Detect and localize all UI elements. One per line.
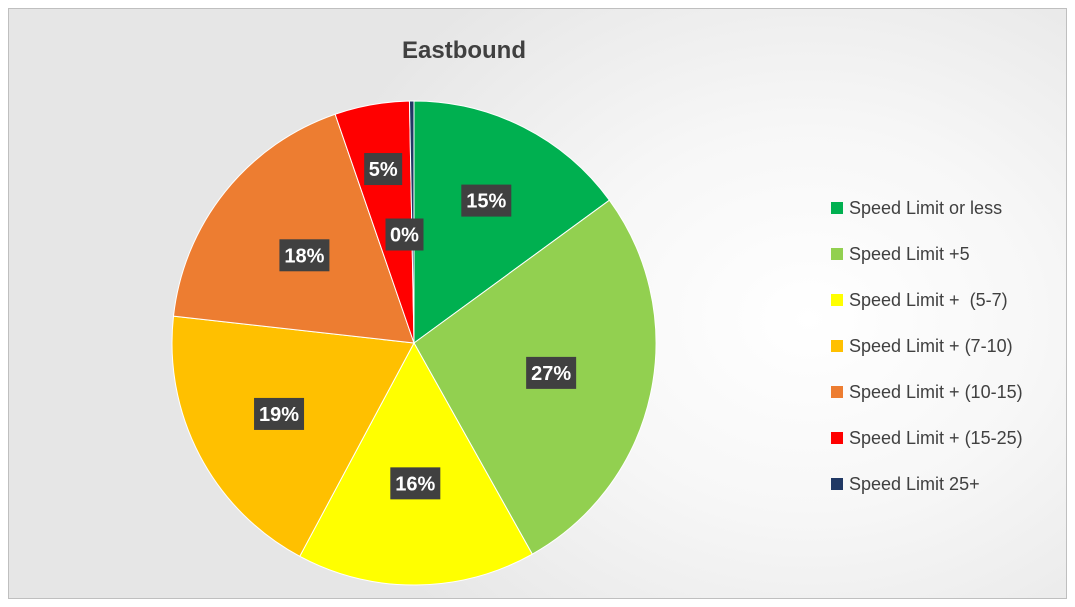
legend-item: Speed Limit + (7-10) <box>831 335 1023 357</box>
data-label-text: 19% <box>259 404 299 426</box>
legend-swatch <box>831 386 843 398</box>
pie-slice-4 <box>171 315 415 558</box>
legend-label: Speed Limit + (7-10) <box>849 335 1013 356</box>
legend: Speed Limit or less Speed Limit +5 Speed L… <box>831 197 1023 519</box>
legend-label: Speed Limit or less <box>849 197 1003 218</box>
data-label-text: 27% <box>531 363 571 385</box>
pie-slice-1 <box>413 100 611 344</box>
legend-label: Speed Limit +5 <box>849 243 970 264</box>
data-label-4: 19% <box>254 397 305 430</box>
legend-swatch <box>831 432 843 444</box>
data-label-5: 18% <box>279 239 330 272</box>
data-label-3: 16% <box>390 467 441 500</box>
data-label-7: 0% <box>385 218 424 251</box>
data-label-box <box>390 467 441 500</box>
data-label-box <box>385 218 424 251</box>
legend-item: Speed Limit + (15-25) <box>831 427 1023 449</box>
legend-item: Speed Limit +5 <box>831 243 1023 265</box>
data-label-text: 5% <box>369 159 398 181</box>
legend-swatch <box>831 294 843 306</box>
pie-chart: 15% 27% 16% 19% 18% 5% 0% <box>171 100 657 586</box>
legend-item: Speed Limit or less <box>831 197 1023 219</box>
chart-title: Eastbound <box>402 37 526 64</box>
legend-label: Speed Limit 25+ <box>849 473 980 494</box>
data-label-2: 27% <box>526 356 577 389</box>
legend-item: Speed Limit 25+ <box>831 473 1023 495</box>
data-label-box <box>364 153 403 186</box>
data-label-1: 15% <box>461 184 512 217</box>
data-label-6: 5% <box>364 153 403 186</box>
data-label-box <box>461 184 512 217</box>
pie-slice-5 <box>172 113 415 344</box>
chart-area: Eastbound 15% 27% 16% 19% 18% 5% 0% Speed Limi… <box>8 8 1067 599</box>
legend-label: Speed Limit + (10-15) <box>849 381 1023 402</box>
legend-label: Speed Limit + (15-25) <box>849 427 1023 448</box>
legend-item: Speed Limit + (5-7) <box>831 289 1023 311</box>
pie-slice-3 <box>299 341 533 586</box>
data-label-box <box>526 356 577 389</box>
data-label-text: 18% <box>284 245 324 267</box>
data-label-text: 15% <box>466 191 506 213</box>
legend-swatch <box>831 202 843 214</box>
legend-label: Speed Limit + (5-7) <box>849 289 1008 310</box>
data-label-box <box>279 239 330 272</box>
data-label-text: 0% <box>390 225 419 247</box>
legend-swatch <box>831 478 843 490</box>
data-label-box <box>254 397 305 430</box>
data-label-text: 16% <box>395 473 435 495</box>
legend-swatch <box>831 340 843 352</box>
legend-item: Speed Limit + (10-15) <box>831 381 1023 403</box>
legend-swatch <box>831 248 843 260</box>
